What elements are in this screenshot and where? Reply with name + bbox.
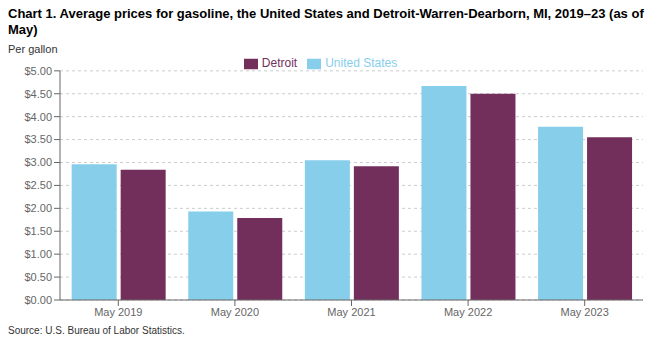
svg-text:May 2022: May 2022 [444, 306, 492, 318]
svg-text:May 2023: May 2023 [561, 306, 609, 318]
svg-text:$2.00: $2.00 [24, 202, 52, 214]
svg-text:$3.50: $3.50 [24, 133, 52, 145]
html-text:Per gallon: Per gallon [8, 43, 58, 55]
html-text:United States: United States [325, 56, 398, 70]
svg-text:$5.00: $5.00 [24, 65, 52, 77]
svg-text:May 2019: May 2019 [94, 306, 142, 318]
svg-text:May 2021: May 2021 [327, 306, 375, 318]
html-text:Chart 1. Average prices for ga: Chart 1. Average prices for gasoline, th… [8, 6, 644, 37]
svg-text:$1.00: $1.00 [24, 248, 52, 260]
svg-text:$3.00: $3.00 [24, 156, 52, 168]
svg-text:$4.00: $4.00 [24, 111, 52, 123]
svg-text:$4.50: $4.50 [24, 88, 52, 100]
html-text:Detroit: Detroit [261, 56, 298, 70]
svg-text:$0.50: $0.50 [24, 271, 52, 283]
svg-text:$0.00: $0.00 [24, 294, 52, 306]
svg-text:May 2020: May 2020 [211, 306, 259, 318]
html-text:Source: U.S. Bureau of Labor S: Source: U.S. Bureau of Labor Statistics. [8, 325, 185, 336]
svg-text:$1.50: $1.50 [24, 225, 52, 237]
svg-text:$2.50: $2.50 [24, 179, 52, 191]
